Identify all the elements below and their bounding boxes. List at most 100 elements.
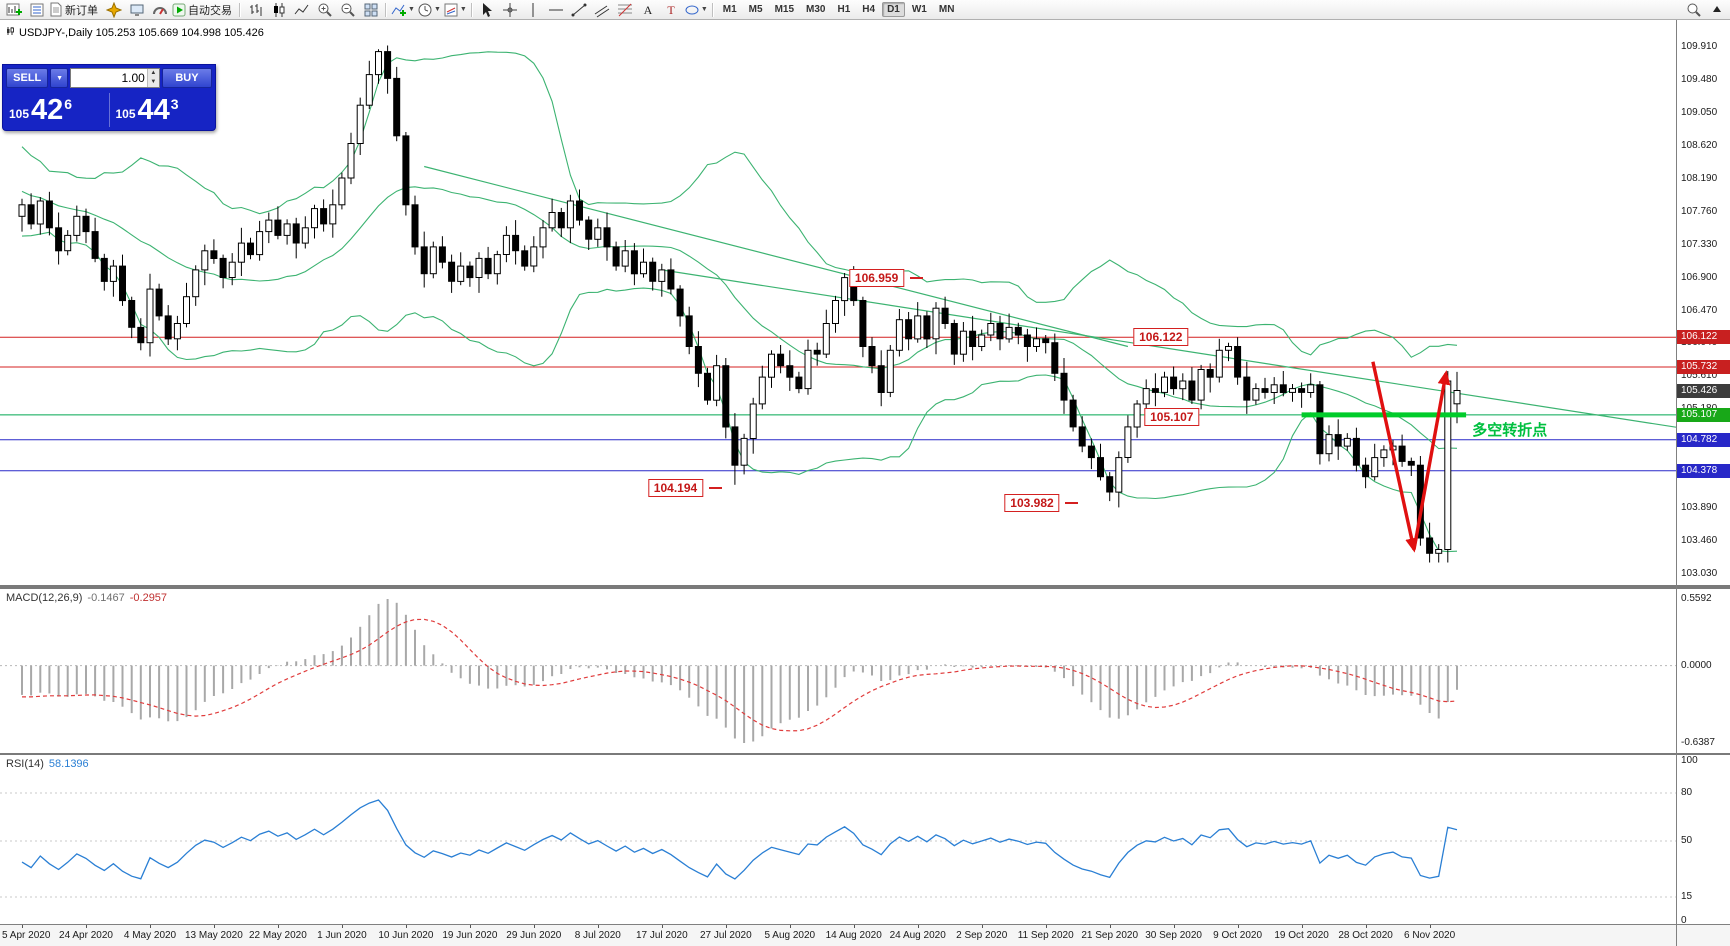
time-axis-tick [853,925,855,928]
candlestick-chart[interactable] [0,20,1730,585]
panel-splitter[interactable] [0,753,1730,755]
crosshair-button[interactable] [499,0,522,20]
sell-price-prefix: 105 [9,107,30,121]
timeframe-m1-button[interactable]: M1 [722,4,737,15]
bar-chart-mode-button[interactable] [244,0,267,20]
buy-price-prefix: 105 [115,107,136,121]
shapes-button[interactable]: ▼ [683,0,709,20]
search-button[interactable] [1682,0,1705,20]
time-axis-tick [1429,925,1431,928]
zoom-out-button[interactable] [336,0,359,20]
timeframe-m30-button[interactable]: M30 [806,4,826,15]
timeframe-m15-button[interactable]: M15 [774,4,795,15]
price-callout[interactable]: 105.107 [1144,408,1200,426]
timeframe-m5-button[interactable]: M5 [748,4,763,15]
text-button[interactable]: A [637,0,660,20]
timeframe-mn-button[interactable]: MN [938,4,955,15]
rsi-scale-label: 15 [1681,891,1693,902]
periods-button[interactable]: ▼ [416,0,442,20]
line-chart-icon [294,2,310,18]
price-callout[interactable]: 103.982 [1004,493,1060,512]
rsi-value: 58.1396 [48,758,89,770]
horizontal-line-button[interactable] [545,0,568,20]
navigator-button[interactable] [102,0,125,20]
sell-button[interactable]: SELL [6,68,49,88]
time-axis-tick [1237,925,1239,928]
macd-panel[interactable]: MACD(12,26,9) -0.1467 -0.2957 [0,589,1730,753]
price-callout[interactable]: 106.122 [1133,328,1189,347]
tile-windows-icon [363,2,379,18]
time-axis-tick [1301,925,1303,928]
terminal-button[interactable] [125,0,148,20]
time-axis-label: 24 Apr 2020 [59,930,113,941]
price-tag: 105.732 [1677,360,1730,374]
indicators-button[interactable]: ▼ [390,0,416,20]
symbol-ohlc-line: USDJPY-,Daily 105.253 105.669 104.998 10… [6,26,264,39]
market-watch-button[interactable] [25,0,48,20]
order-type-dropdown[interactable]: ▼ [50,68,68,88]
chevron-down-icon: ▼ [56,74,64,82]
line-chart-mode-button[interactable] [290,0,313,20]
tile-windows-button[interactable] [359,0,382,20]
templates-icon [443,2,459,18]
timeframe-d1-button[interactable]: D1 [882,2,905,17]
macd-signal-line [22,618,1458,732]
strategy-tester-icon [152,2,168,18]
time-axis-tick [22,925,23,928]
sell-price-panel[interactable]: 105 42 6 [3,90,109,130]
strategy-tester-button[interactable] [148,0,171,20]
rsi-panel[interactable]: RSI(14) 58.1396 [0,755,1730,924]
candlestick-mode-button[interactable] [267,0,290,20]
rsi-plot[interactable] [0,755,1676,924]
timeframe-w1-button[interactable]: W1 [911,4,927,15]
dropdown-caret-icon: ▼ [700,6,708,13]
macd-plot[interactable] [0,589,1676,753]
panel-splitter[interactable] [0,585,1730,589]
one-click-trade-widget: SELL ▼ ▲▼ BUY 105 42 6 105 44 3 [2,64,216,131]
equidistant-channel-button[interactable] [591,0,614,20]
time-axis-label: 8 Jul 2020 [574,930,621,941]
zoom-in-button[interactable] [313,0,336,20]
time-axis-tick [1365,925,1367,928]
autotrading-button[interactable]: 自动交易 [171,0,236,20]
trendline-button[interactable] [568,0,591,20]
rsi-scale-label: 100 [1681,755,1698,766]
fibonacci-button[interactable] [614,0,637,20]
stepper-down-icon[interactable]: ▼ [147,78,159,87]
price-chart-panel[interactable]: 106.959 106.122 105.107 104.194 103.982 多空转折点… [0,20,1730,585]
price-callout[interactable]: 104.194 [647,479,704,498]
text-label-button[interactable]: T [660,0,683,20]
price-axis-label: 105.610 [1681,370,1718,382]
volume-field: ▲▼ [69,68,160,88]
buy-button[interactable]: BUY [161,68,212,88]
buy-price-panel[interactable]: 105 44 3 [110,90,216,130]
rsi-scale-label: 50 [1681,835,1693,846]
trend-arrow [1412,370,1451,550]
stepper-up-icon[interactable]: ▲ [147,69,159,78]
time-axis[interactable]: 5 Apr 2020 24 Apr 2020 4 May 2020 13 May 20… [0,924,1730,946]
templates-button[interactable]: ▼ [442,0,468,20]
macd-scale-label: 0.0000 [1681,659,1712,671]
time-axis-label: 13 May 2020 [184,930,243,941]
timeframe-h4-button[interactable]: H4 [862,4,876,15]
macd-label: MACD(12,26,9) -0.1467 -0.2957 [6,592,167,604]
cursor-icon [479,2,495,18]
price-tag: 106.122 [1677,330,1730,345]
new-order-button[interactable]: 新订单 [48,0,102,20]
time-axis-tick [1045,925,1047,928]
volume-input[interactable] [70,69,147,87]
new-order-icon [49,2,63,17]
text-label-icon: T [664,2,678,18]
time-axis-label: 4 May 2020 [123,930,177,941]
volume-stepper[interactable]: ▲ ▼ [146,69,159,87]
time-axis-label: 19 Oct 2020 [1274,930,1329,941]
toolbar-overflow-button[interactable] [1705,0,1728,20]
vertical-line-button[interactable] [522,0,545,20]
main-toolbar: 新订单 自动交易 ▼ ▼ ▼ A T ▼ M1 M5 M15 M30 H1 H4 D1 W1 M… [0,0,1730,20]
price-callout[interactable]: 106.959 [848,268,905,287]
horizontal-line-icon [548,2,564,18]
cursor-button[interactable] [476,0,499,20]
timeframe-h1-button[interactable]: H1 [837,4,851,15]
price-scale-border [1676,20,1677,946]
new-chart-button[interactable] [2,0,25,20]
